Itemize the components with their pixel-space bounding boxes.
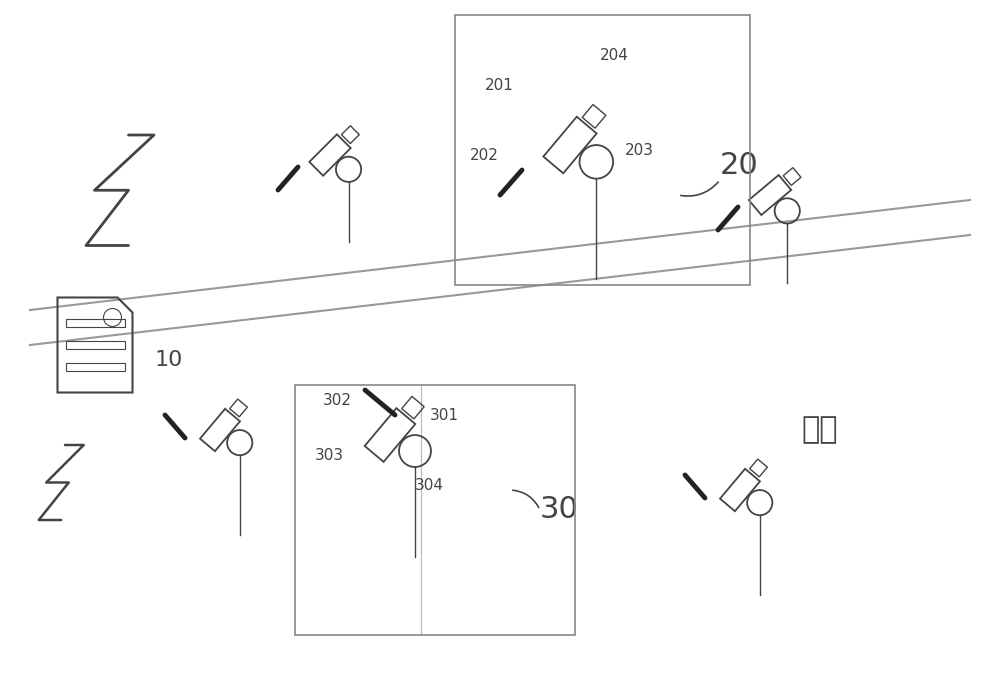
Bar bbox=[66, 362, 124, 371]
Text: 204: 204 bbox=[600, 48, 629, 63]
Text: 302: 302 bbox=[323, 393, 352, 408]
Bar bbox=[66, 319, 124, 327]
Text: 303: 303 bbox=[315, 448, 344, 463]
Text: 20: 20 bbox=[720, 151, 759, 180]
Text: 跑道: 跑道 bbox=[802, 416, 838, 445]
Bar bbox=[66, 340, 124, 348]
Text: 203: 203 bbox=[625, 143, 654, 158]
Text: 202: 202 bbox=[470, 148, 499, 163]
FancyArrowPatch shape bbox=[513, 490, 539, 508]
Text: 304: 304 bbox=[415, 478, 444, 493]
Text: 301: 301 bbox=[430, 408, 459, 423]
Text: 10: 10 bbox=[155, 350, 183, 370]
FancyArrowPatch shape bbox=[681, 182, 718, 196]
Text: 30: 30 bbox=[540, 495, 579, 524]
Text: 201: 201 bbox=[485, 78, 514, 93]
Bar bbox=[455, 15, 750, 285]
Bar bbox=[295, 385, 575, 635]
